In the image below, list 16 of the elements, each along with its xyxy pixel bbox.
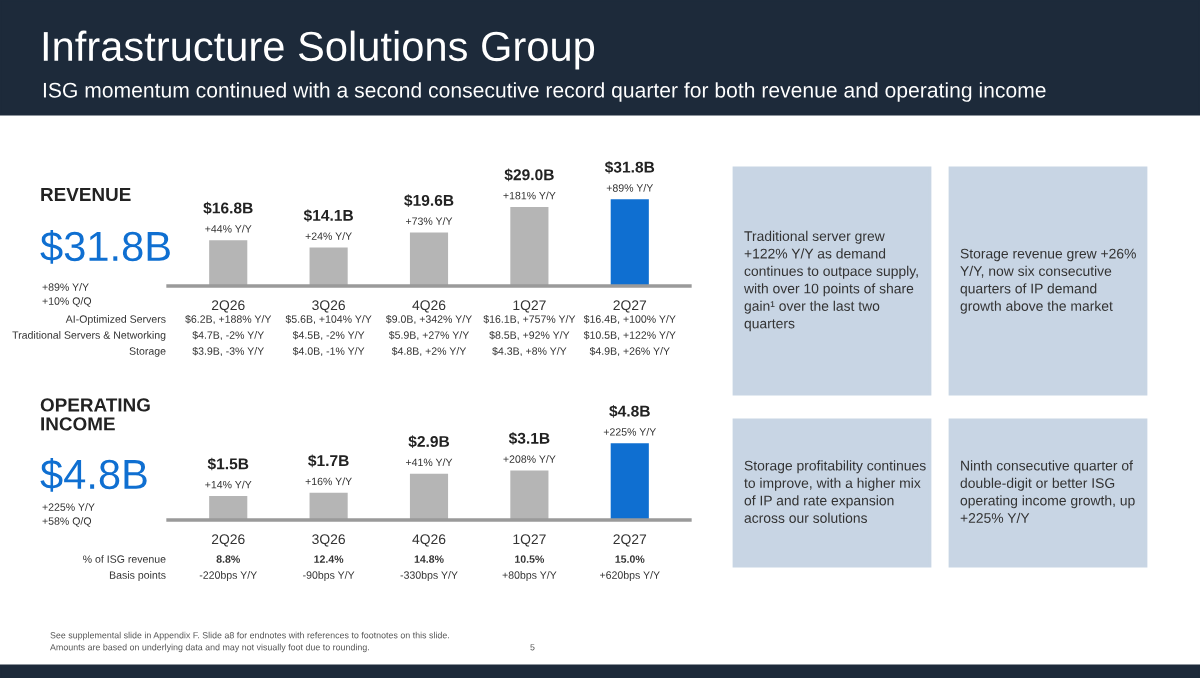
annotation: $31.8B bbox=[40, 229, 170, 264]
bar bbox=[409, 232, 449, 286]
chart-title: REVENUE bbox=[41, 187, 131, 202]
bar bbox=[409, 473, 449, 520]
bar bbox=[209, 240, 248, 286]
text: Infrastructure Solutions Group bbox=[43, 30, 595, 70]
bar bbox=[209, 496, 248, 520]
chart-title: OPERATING INCOME bbox=[40, 398, 150, 431]
bar bbox=[610, 443, 649, 520]
bar bbox=[309, 247, 348, 286]
bar bbox=[610, 199, 649, 286]
text: ISG momentum continued with a second consecutive record quarter for both revenue and operating income bbox=[43, 82, 1046, 102]
text: $4.8B bbox=[40, 457, 147, 492]
bar bbox=[510, 470, 549, 520]
bar bbox=[510, 206, 549, 286]
bar bbox=[309, 492, 348, 520]
